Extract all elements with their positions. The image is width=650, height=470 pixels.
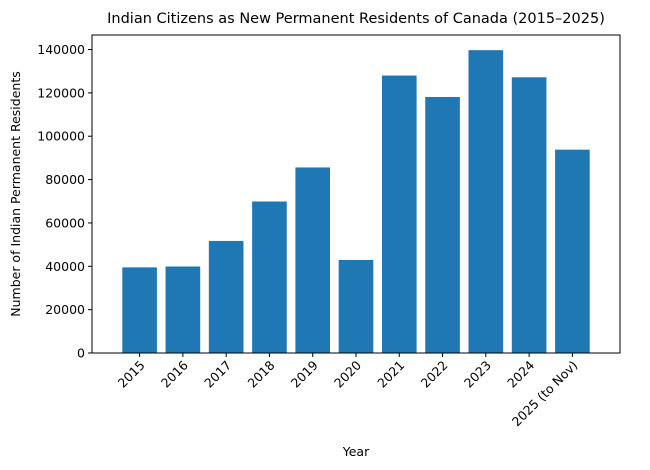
x-tick-label: 2020 xyxy=(331,357,364,390)
bar-2017 xyxy=(208,240,244,353)
y-tick-label: 40000 xyxy=(45,259,85,274)
bar-2018 xyxy=(252,201,287,353)
x-tick-label: 2018 xyxy=(244,357,277,390)
y-axis: 0 20000 40000 60000 80000 100000 120000 140000 xyxy=(37,42,92,361)
bar-2024 xyxy=(511,77,547,354)
x-axis-label: Year xyxy=(342,444,370,459)
y-tick-label: 140000 xyxy=(37,42,85,57)
bar-2021 xyxy=(381,75,417,353)
bar-2022 xyxy=(425,97,460,353)
bar-2020 xyxy=(338,260,374,353)
x-axis: 2015 2016 2017 2018 2019 2020 2021 2022 2023 2024… xyxy=(115,353,581,429)
y-tick-label: 20000 xyxy=(45,302,85,317)
plot-frame xyxy=(91,34,621,354)
y-tick-label: 80000 xyxy=(45,172,85,187)
y-tick-label: 120000 xyxy=(37,85,85,100)
x-tick-label: 2024 xyxy=(504,357,537,390)
x-tick-label: 2015 xyxy=(115,358,148,391)
y-tick-label: 0 xyxy=(77,346,85,361)
y-tick-label: 100000 xyxy=(37,129,85,144)
bar-2019 xyxy=(295,167,331,353)
x-tick-label: 2019 xyxy=(288,357,321,390)
bar-2023 xyxy=(468,50,504,354)
chart-title: Indian Citizens as New Permanent Residen… xyxy=(107,11,605,27)
x-tick-label: 2017 xyxy=(201,358,234,391)
x-tick-label: 2022 xyxy=(418,358,451,391)
bar-2016 xyxy=(165,266,201,353)
y-axis-label: Number of Indian Permanent Residents xyxy=(8,71,23,317)
bars-group xyxy=(122,50,590,354)
x-tick-label: 2021 xyxy=(374,358,407,391)
x-tick-label: 2016 xyxy=(158,357,191,390)
x-tick-label: 2023 xyxy=(461,358,494,391)
y-tick-label: 60000 xyxy=(45,215,85,230)
bar-2015 xyxy=(122,267,157,353)
bar-2025-to-nov- xyxy=(555,149,590,353)
